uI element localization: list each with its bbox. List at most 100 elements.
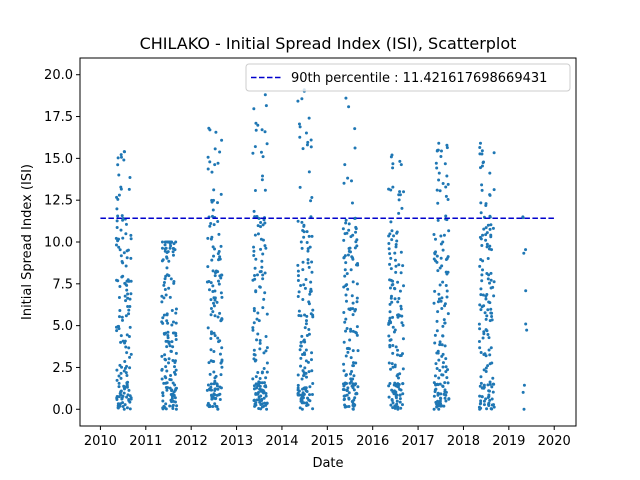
scatter-point bbox=[399, 304, 403, 308]
scatter-point bbox=[166, 330, 170, 334]
scatter-point bbox=[163, 243, 167, 247]
scatter-point bbox=[298, 135, 302, 139]
scatter-point bbox=[216, 315, 220, 319]
scatter-point bbox=[355, 325, 359, 329]
scatter-point bbox=[309, 280, 313, 284]
scatter-point bbox=[174, 368, 178, 372]
scatter-point bbox=[163, 287, 167, 291]
scatter-point bbox=[401, 382, 405, 386]
scatter-point bbox=[219, 291, 223, 295]
scatter-point bbox=[491, 382, 495, 386]
scatter-point bbox=[254, 128, 258, 132]
scatter-point bbox=[392, 234, 396, 238]
scatter-point bbox=[265, 346, 269, 350]
scatter-point bbox=[399, 271, 403, 275]
scatter-point bbox=[209, 382, 213, 386]
scatter-point bbox=[210, 258, 214, 262]
scatter-point bbox=[301, 391, 305, 395]
scatter-point bbox=[355, 333, 359, 337]
scatter-point bbox=[392, 391, 396, 395]
scatter-point bbox=[212, 254, 216, 258]
scatter-point bbox=[350, 201, 354, 205]
scatter-point bbox=[394, 242, 398, 246]
scatter-point bbox=[479, 287, 483, 291]
scatter-point bbox=[307, 332, 311, 336]
scatter-point bbox=[252, 348, 256, 352]
scatter-point bbox=[128, 304, 132, 308]
scatter-point bbox=[395, 374, 399, 378]
scatter-point bbox=[400, 403, 404, 407]
scatter-point bbox=[258, 341, 262, 345]
scatter-point bbox=[398, 193, 402, 197]
scatter-point bbox=[118, 284, 122, 288]
scatter-point bbox=[210, 214, 214, 218]
scatter-point bbox=[256, 311, 260, 315]
scatter-point bbox=[390, 300, 394, 304]
scatter-point bbox=[296, 279, 300, 283]
scatter-point bbox=[173, 383, 177, 387]
scatter-point bbox=[492, 188, 496, 192]
scatter-point bbox=[310, 392, 314, 396]
scatter-point bbox=[351, 233, 355, 237]
scatter-point bbox=[305, 401, 309, 405]
scatter-point bbox=[218, 397, 222, 401]
scatter-point bbox=[397, 313, 401, 317]
scatter-point bbox=[485, 329, 489, 333]
scatter-point bbox=[484, 297, 488, 301]
scatter-point bbox=[172, 242, 176, 246]
scatter-point bbox=[116, 163, 120, 167]
scatter-point bbox=[265, 407, 269, 411]
scatter-point bbox=[259, 237, 263, 241]
scatter-point bbox=[524, 248, 528, 252]
scatter-point bbox=[125, 395, 129, 399]
scatter-point bbox=[115, 219, 119, 223]
scatter-point bbox=[255, 317, 259, 321]
scatter-point bbox=[491, 390, 495, 394]
scatter-point bbox=[217, 282, 221, 286]
scatter-point bbox=[254, 257, 258, 261]
scatter-point bbox=[165, 273, 169, 277]
scatter-point bbox=[444, 357, 448, 361]
scatter-point bbox=[218, 311, 222, 315]
scatter-point bbox=[402, 190, 406, 194]
scatter-point bbox=[121, 339, 125, 343]
scatter-point bbox=[161, 258, 165, 262]
scatter-point bbox=[218, 392, 222, 396]
scatter-point bbox=[445, 376, 449, 380]
scatter-point bbox=[444, 185, 448, 189]
scatter-point bbox=[443, 162, 447, 166]
scatter-point bbox=[261, 174, 264, 178]
scatter-point bbox=[211, 208, 215, 212]
scatter-point bbox=[487, 403, 491, 407]
scatter-point bbox=[206, 155, 210, 159]
scatter-point bbox=[480, 273, 484, 277]
scatter-point bbox=[216, 407, 220, 411]
scatter-point bbox=[482, 399, 486, 403]
scatter-point bbox=[252, 357, 256, 361]
scatter-point bbox=[263, 271, 267, 275]
scatter-point bbox=[117, 173, 121, 177]
scatter-point bbox=[296, 373, 300, 377]
scatter-point bbox=[129, 292, 133, 296]
scatter-point bbox=[163, 277, 167, 281]
scatter-point bbox=[209, 336, 213, 340]
scatter-point bbox=[208, 160, 212, 164]
scatter-point bbox=[257, 319, 261, 323]
scatter-point bbox=[344, 261, 348, 265]
scatter-point bbox=[388, 338, 392, 342]
scatter-point bbox=[391, 406, 395, 410]
scatter-point bbox=[435, 329, 439, 333]
scatter-point bbox=[442, 392, 446, 396]
scatter-point bbox=[117, 374, 121, 378]
scatter-point bbox=[486, 223, 490, 227]
scatter-point bbox=[444, 284, 448, 288]
scatter-point bbox=[301, 268, 305, 272]
scatter-point bbox=[124, 314, 128, 318]
x-tick-label: 2011 bbox=[129, 434, 162, 449]
scatter-point bbox=[116, 214, 120, 218]
scatter-point bbox=[208, 128, 212, 132]
scatter-point bbox=[161, 394, 165, 398]
scatter-point bbox=[387, 361, 391, 365]
scatter-point bbox=[216, 201, 220, 205]
scatter-point bbox=[306, 249, 310, 253]
